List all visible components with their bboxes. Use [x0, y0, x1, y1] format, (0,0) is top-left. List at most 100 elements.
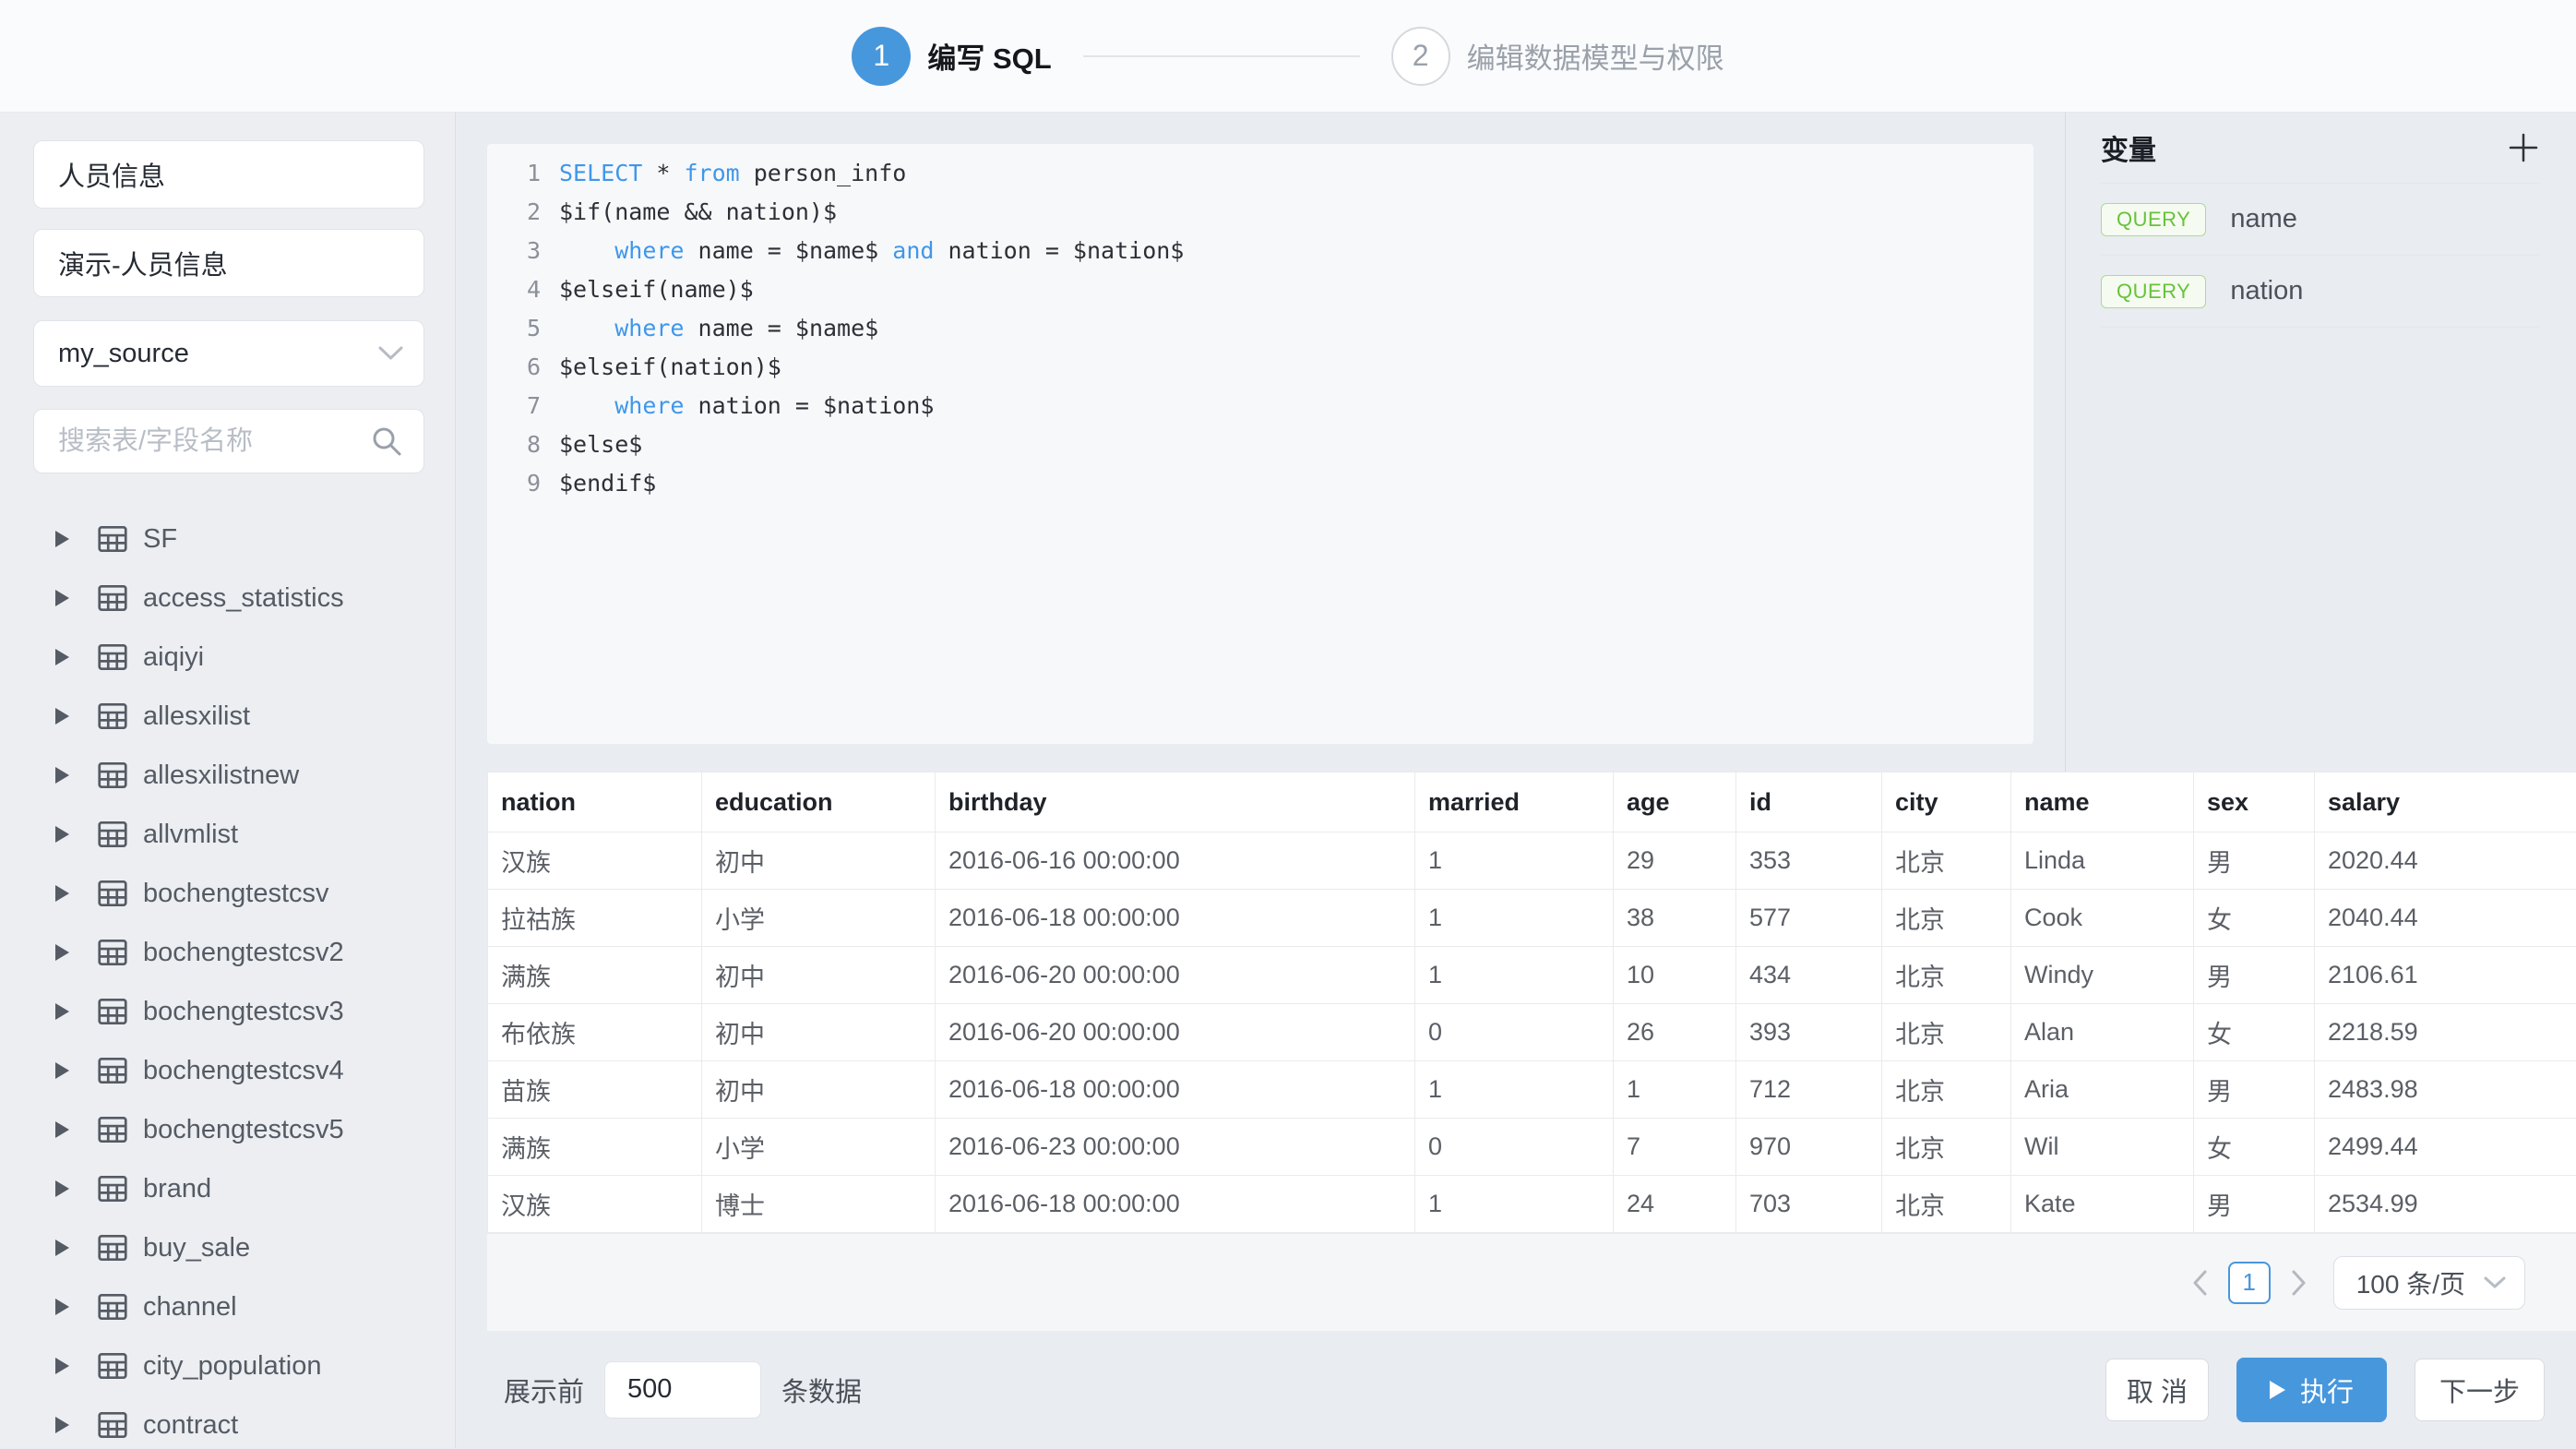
table-cell: 26 [1613, 1003, 1736, 1062]
expand-caret-icon[interactable] [55, 826, 69, 843]
code-line: 3 where name = $name$ and nation = $nati… [526, 236, 1185, 264]
table-cell: 2534.99 [2314, 1175, 2576, 1234]
sidebar-table-item[interactable]: bochengtestcsv2 [33, 923, 424, 982]
step-1-label: 编写 SQL [927, 42, 1052, 75]
sidebar-table-item[interactable]: allvmlist [33, 805, 424, 864]
variable-name: name [2230, 204, 2297, 234]
code-line: 5 where name = $name$ [526, 314, 879, 341]
step-2[interactable]: 2 编辑数据模型与权限 [1390, 26, 1724, 86]
sidebar-table-item[interactable]: allesxilist [33, 687, 424, 746]
table-row: 满族 初中 2016-06-20 00:00:00 1 10 434 北京 Windy 男 210… [487, 946, 2576, 1005]
table-cell: 北京 [1881, 1060, 2011, 1120]
add-variable-icon[interactable] [2508, 132, 2539, 163]
table-icon [98, 702, 127, 730]
table-cell: 434 [1735, 946, 1882, 1005]
search-input[interactable] [33, 409, 424, 473]
expand-caret-icon[interactable] [55, 1299, 69, 1315]
limit-input[interactable] [604, 1360, 762, 1419]
variable-row[interactable]: QUERY name [2101, 184, 2539, 256]
table-row: 满族 小学 2016-06-23 00:00:00 0 7 970 北京 Wil 女 2499.4… [487, 1118, 2576, 1177]
expand-caret-icon[interactable] [55, 1121, 69, 1138]
variable-list: QUERY name QUERY nation [2101, 184, 2539, 328]
table-cell: 博士 [701, 1175, 936, 1234]
sidebar-table-item[interactable]: access_statistics [33, 569, 424, 628]
sidebar-table-item[interactable]: bochengtestcsv [33, 864, 424, 923]
sidebar-table-item[interactable]: brand [33, 1159, 424, 1218]
table-cell: Windy [2010, 946, 2194, 1005]
sidebar-table-item[interactable]: contract [33, 1395, 424, 1448]
step-header: 1 编写 SQL 2 编辑数据模型与权限 [0, 0, 2576, 113]
table-cell: 女 [2193, 889, 2315, 948]
next-step-button[interactable]: 下一步 [2415, 1358, 2545, 1421]
table-cell: 满族 [487, 946, 702, 1005]
step-1: 1 编写 SQL [852, 26, 1052, 86]
table-cell: 女 [2193, 1118, 2315, 1177]
cancel-button[interactable]: 取 消 [2105, 1358, 2209, 1421]
sidebar-table-item[interactable]: aiqiyi [33, 628, 424, 687]
expand-caret-icon[interactable] [55, 1417, 69, 1433]
variables-header: 变量 [2101, 113, 2539, 184]
sidebar-table-item[interactable]: bochengtestcsv3 [33, 982, 424, 1041]
column-header: birthday [935, 772, 1415, 833]
expand-caret-icon[interactable] [55, 885, 69, 902]
prev-page-button[interactable] [2191, 1269, 2208, 1297]
expand-caret-icon[interactable] [55, 1239, 69, 1256]
column-header: city [1881, 772, 2011, 833]
expand-caret-icon[interactable] [55, 590, 69, 606]
table-cell: 初中 [701, 832, 936, 891]
table-cell: 0 [1414, 1118, 1614, 1177]
column-header: name [2010, 772, 2194, 833]
table-cell: 703 [1735, 1175, 1882, 1234]
dataset-name-input[interactable] [33, 140, 424, 209]
datasource-select[interactable]: my_source [33, 320, 424, 387]
table-name: bochengtestcsv4 [143, 1055, 344, 1085]
table-name: bochengtestcsv5 [143, 1114, 344, 1144]
variable-row[interactable]: QUERY nation [2101, 256, 2539, 328]
table-cell: 2016-06-18 00:00:00 [935, 1175, 1415, 1234]
table-row: 拉祜族 小学 2016-06-18 00:00:00 1 38 577 北京 Cook 女 204… [487, 889, 2576, 948]
column-header: married [1414, 772, 1614, 833]
sidebar-table-item[interactable]: bochengtestcsv4 [33, 1041, 424, 1100]
next-page-button[interactable] [2291, 1269, 2308, 1297]
sidebar-table-item[interactable]: allesxilistnew [33, 746, 424, 805]
table-icon [98, 761, 127, 789]
table-row: 布依族 初中 2016-06-20 00:00:00 0 26 393 北京 Alan 女 221… [487, 1003, 2576, 1062]
table-icon [98, 643, 127, 671]
table-cell: 初中 [701, 1060, 936, 1120]
expand-caret-icon[interactable] [55, 944, 69, 961]
table-cell: Alan [2010, 1003, 2194, 1062]
expand-caret-icon[interactable] [55, 649, 69, 665]
page-size-select[interactable]: 100 条/页 [2332, 1255, 2525, 1310]
table-name: bochengtestcsv3 [143, 996, 344, 1026]
expand-caret-icon[interactable] [55, 1358, 69, 1374]
table-cell: 北京 [1881, 889, 2011, 948]
expand-caret-icon[interactable] [55, 1003, 69, 1020]
table-name: allvmlist [143, 819, 239, 849]
table-cell: 2016-06-18 00:00:00 [935, 1060, 1415, 1120]
sidebar-table-item[interactable]: SF [33, 509, 424, 569]
expand-caret-icon[interactable] [55, 531, 69, 547]
run-button[interactable]: 执行 [2236, 1357, 2387, 1422]
current-page-button[interactable]: 1 [2227, 1261, 2271, 1304]
variables-title: 变量 [2101, 136, 2156, 166]
table-name: access_statistics [143, 582, 344, 613]
table-name: buy_sale [143, 1232, 251, 1263]
expand-caret-icon[interactable] [55, 1062, 69, 1079]
dataset-display-name-input[interactable] [33, 229, 424, 297]
sidebar-table-item[interactable]: buy_sale [33, 1218, 424, 1277]
table-name: SF [143, 523, 178, 554]
table-cell: 2106.61 [2314, 946, 2576, 1005]
sidebar-table-item[interactable]: channel [33, 1277, 424, 1336]
sidebar-table-item[interactable]: city_population [33, 1336, 424, 1395]
table-cell: 1 [1414, 1060, 1614, 1120]
expand-caret-icon[interactable] [55, 767, 69, 784]
table-icon [98, 998, 127, 1025]
sql-editor[interactable]: 1 SELECT * from person_info 2 $if(name && n… [487, 144, 2033, 744]
expand-caret-icon[interactable] [55, 708, 69, 724]
sidebar-table-item[interactable]: bochengtestcsv5 [33, 1100, 424, 1159]
table-icon [98, 1057, 127, 1084]
table-row: 苗族 初中 2016-06-18 00:00:00 1 1 712 北京 Aria 男 2483.… [487, 1060, 2576, 1120]
table-cell: 393 [1735, 1003, 1882, 1062]
expand-caret-icon[interactable] [55, 1180, 69, 1197]
